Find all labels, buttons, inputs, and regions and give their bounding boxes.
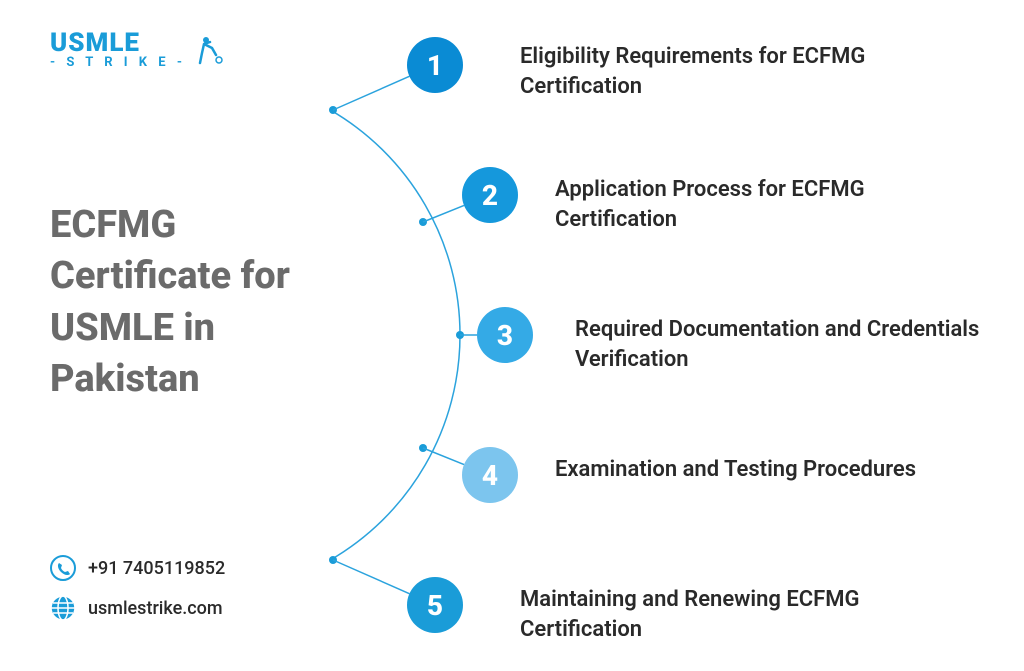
logo-figure-icon bbox=[194, 35, 224, 65]
arc-dot bbox=[329, 556, 337, 564]
logo-text: USMLE - S T R I K E - bbox=[50, 30, 186, 69]
logo: USMLE - S T R I K E - bbox=[50, 30, 224, 69]
step-number-circle: 1 bbox=[407, 37, 463, 93]
connector-line bbox=[423, 448, 464, 465]
page-title: ECFMG Certificate for USMLE in Pakistan bbox=[50, 200, 350, 405]
connector-line bbox=[333, 76, 409, 110]
arc-dot bbox=[456, 331, 464, 339]
arc-dot bbox=[419, 218, 427, 226]
step-number-circle: 2 bbox=[462, 167, 518, 223]
connector-line bbox=[333, 560, 409, 594]
step-number-circle: 5 bbox=[407, 577, 463, 633]
contact-website-row: usmlestrike.com bbox=[50, 595, 225, 621]
step-label: Maintaining and Renewing ECFMG Certifica… bbox=[520, 585, 940, 644]
step-label: Application Process for ECFMG Certificat… bbox=[555, 175, 975, 234]
step-number: 1 bbox=[427, 49, 443, 82]
step-number: 4 bbox=[482, 459, 498, 492]
connector-line bbox=[423, 205, 464, 222]
contact-block: +91 7405119852 usmlestrike.com bbox=[50, 555, 225, 621]
step-label: Required Documentation and Credentials V… bbox=[575, 315, 995, 374]
step-number-circle: 4 bbox=[462, 447, 518, 503]
step-number: 3 bbox=[497, 319, 513, 352]
contact-phone-text: +91 7405119852 bbox=[88, 558, 225, 579]
step-number: 2 bbox=[482, 179, 498, 212]
arc-dot bbox=[329, 106, 337, 114]
step-number: 5 bbox=[427, 589, 443, 622]
arc-dot bbox=[419, 444, 427, 452]
contact-phone-row: +91 7405119852 bbox=[50, 555, 225, 581]
contact-website-text: usmlestrike.com bbox=[88, 598, 223, 619]
globe-icon bbox=[50, 595, 76, 621]
logo-sub-text: - S T R I K E - bbox=[50, 56, 186, 69]
step-label: Eligibility Requirements for ECFMG Certi… bbox=[520, 42, 940, 101]
logo-main-text: USMLE bbox=[50, 30, 186, 56]
step-number-circle: 3 bbox=[477, 307, 533, 363]
step-label: Examination and Testing Procedures bbox=[555, 455, 975, 485]
whatsapp-icon bbox=[50, 555, 76, 581]
